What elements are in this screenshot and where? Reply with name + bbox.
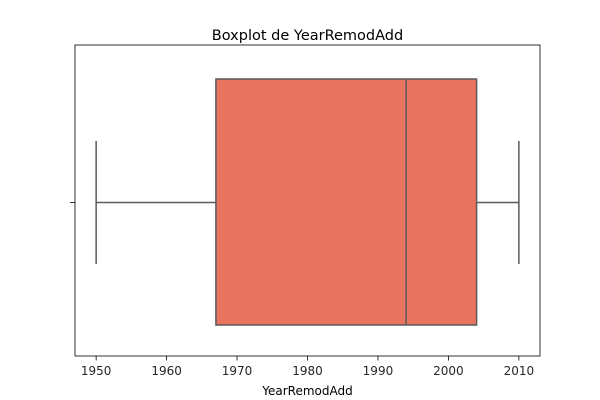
x-tick-label: 1980 (292, 364, 323, 378)
x-tick-label: 2000 (433, 364, 464, 378)
iqr-box (215, 78, 478, 326)
x-tick-label: 1950 (81, 364, 112, 378)
x-tick-label: 2010 (504, 364, 535, 378)
x-tick-label: 1960 (151, 364, 182, 378)
x-axis-label: YearRemodAdd (261, 384, 352, 398)
plot-area (95, 78, 520, 326)
chart-title: Boxplot de YearRemodAdd (212, 28, 403, 44)
x-tick-label: 1990 (363, 364, 394, 378)
x-tick-label: 1970 (222, 364, 253, 378)
x-axis-ticks: 1950 1960 1970 1980 1990 2000 2010 (81, 356, 534, 378)
